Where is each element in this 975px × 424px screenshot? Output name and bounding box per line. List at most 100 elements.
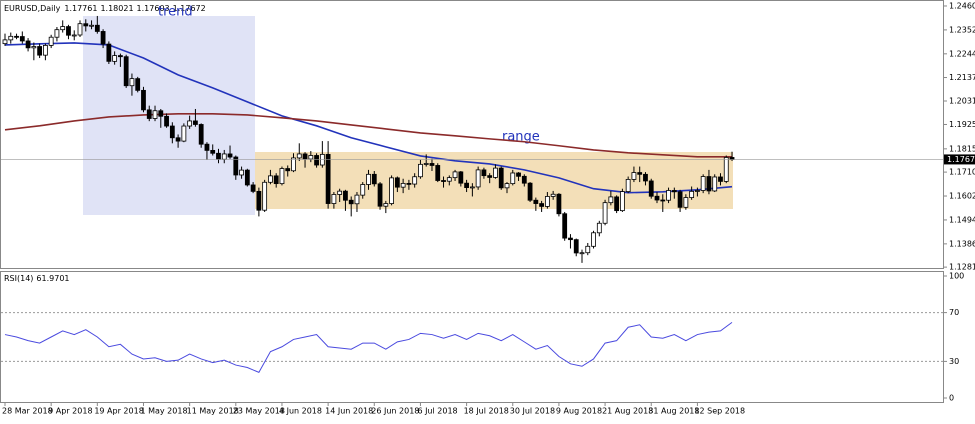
symbol-title: EURUSD,Daily bbox=[4, 4, 61, 13]
x-tick-label: 31 Aug 2018 bbox=[648, 407, 699, 416]
x-tick-label: 30 Jul 2018 bbox=[510, 407, 555, 416]
y-tick-label: 1.20310 bbox=[949, 97, 975, 106]
candle-body bbox=[366, 173, 371, 185]
candle-body bbox=[302, 153, 308, 160]
candle-body bbox=[637, 172, 643, 175]
candle-body bbox=[568, 237, 573, 241]
open-value: 1.17761 bbox=[64, 4, 97, 13]
candle-body bbox=[48, 36, 54, 46]
candle-body bbox=[666, 190, 671, 201]
candle-body bbox=[464, 182, 470, 189]
price-panel-frame bbox=[0, 0, 944, 269]
x-tick-label: 23 May 2018 bbox=[233, 407, 285, 416]
candle-body bbox=[527, 182, 533, 201]
candle-body bbox=[285, 168, 291, 172]
candle-body bbox=[31, 46, 37, 49]
candle-body bbox=[169, 125, 175, 139]
candle-body bbox=[643, 173, 648, 182]
candle-body bbox=[250, 184, 256, 192]
candle-body bbox=[244, 169, 250, 186]
candle-body bbox=[394, 177, 400, 188]
candle-body bbox=[348, 199, 354, 205]
candle-body bbox=[446, 177, 452, 182]
candle-body bbox=[625, 179, 631, 192]
rsi-value: 61.9701 bbox=[36, 274, 69, 283]
x-tick-label: 9 Apr 2018 bbox=[48, 407, 92, 416]
candle-body bbox=[487, 175, 493, 178]
candle-body bbox=[619, 191, 625, 212]
x-tick-label: 28 Mar 2018 bbox=[2, 407, 53, 416]
candle-body bbox=[562, 213, 568, 239]
x-tick-label: 18 Jul 2018 bbox=[464, 407, 509, 416]
candle-body bbox=[441, 180, 446, 182]
candle-body bbox=[481, 169, 487, 177]
candle-body bbox=[712, 176, 718, 192]
candle-body bbox=[273, 175, 279, 185]
candle-body bbox=[718, 176, 723, 182]
candle-body bbox=[706, 176, 712, 192]
candle-body bbox=[602, 202, 608, 224]
candle-body bbox=[504, 183, 510, 189]
y-tick-label: 1.21370 bbox=[949, 73, 975, 82]
candle-body bbox=[516, 172, 521, 177]
candle-body bbox=[141, 89, 146, 111]
candle-body bbox=[343, 190, 348, 201]
candle-body bbox=[308, 155, 314, 160]
candle-body bbox=[648, 180, 654, 197]
candle-body bbox=[129, 78, 135, 87]
x-tick-label: 21 Aug 2018 bbox=[602, 407, 653, 416]
rsi-title: RSI(14) bbox=[4, 274, 33, 283]
candle-body bbox=[279, 168, 285, 185]
x-tick-label: 4 Jun 2018 bbox=[279, 407, 322, 416]
candle-body bbox=[94, 24, 100, 32]
candle-body bbox=[14, 35, 19, 38]
candle-body bbox=[198, 124, 204, 145]
candle-body bbox=[371, 173, 377, 185]
rsi-header: RSI(14) 61.9701 bbox=[4, 274, 70, 283]
candle-body bbox=[533, 199, 539, 204]
x-tick-label: 11 May 2018 bbox=[187, 407, 239, 416]
candle-body bbox=[539, 203, 545, 207]
candle-body bbox=[377, 183, 383, 207]
rsi-panel-frame bbox=[0, 271, 944, 403]
candle-body bbox=[389, 177, 394, 204]
candle-body bbox=[83, 23, 89, 27]
candle-body bbox=[135, 78, 141, 91]
candle-body bbox=[42, 45, 48, 56]
candle-body bbox=[435, 165, 441, 181]
y-tick-label: 1.14940 bbox=[949, 215, 975, 224]
candle-body bbox=[325, 153, 331, 204]
y-tick-label: 70 bbox=[949, 308, 959, 317]
y-tick-label: 0 bbox=[949, 394, 954, 403]
candle-body bbox=[175, 137, 181, 142]
candle-body bbox=[596, 222, 602, 234]
candle-body bbox=[2, 39, 8, 45]
candle-body bbox=[423, 163, 429, 165]
y-tick-label: 1.23520 bbox=[949, 25, 975, 34]
x-tick-label: 9 Aug 2018 bbox=[556, 407, 602, 416]
candle-body bbox=[256, 190, 262, 211]
candle-body bbox=[573, 239, 579, 254]
candle-body bbox=[695, 190, 700, 192]
candle-body bbox=[233, 156, 239, 176]
trend-label: trend bbox=[158, 5, 193, 20]
candle-body bbox=[112, 55, 118, 62]
candle-body bbox=[631, 172, 637, 180]
candle-body bbox=[469, 186, 475, 189]
candle-body bbox=[585, 245, 591, 254]
candle-body bbox=[152, 110, 158, 119]
candle-body bbox=[591, 232, 596, 247]
x-tick-label: 1 May 2018 bbox=[140, 407, 187, 416]
candle-body bbox=[400, 182, 406, 188]
candle-body bbox=[37, 46, 43, 56]
y-tick-label: 1.24600 bbox=[949, 1, 975, 10]
y-tick-label: 1.12810 bbox=[949, 263, 975, 272]
candle-body bbox=[689, 190, 695, 198]
x-tick-label: 12 Sep 2018 bbox=[694, 407, 745, 416]
candle-body bbox=[296, 153, 302, 159]
price-header: EURUSD,Daily 1.17761 1.18021 1.17603 1.17672 bbox=[4, 4, 206, 13]
x-tick-label: 26 Jun 2018 bbox=[371, 407, 419, 416]
candle-body bbox=[60, 26, 66, 31]
candle-body bbox=[262, 181, 268, 211]
y-tick-label: 1.19250 bbox=[949, 120, 975, 129]
